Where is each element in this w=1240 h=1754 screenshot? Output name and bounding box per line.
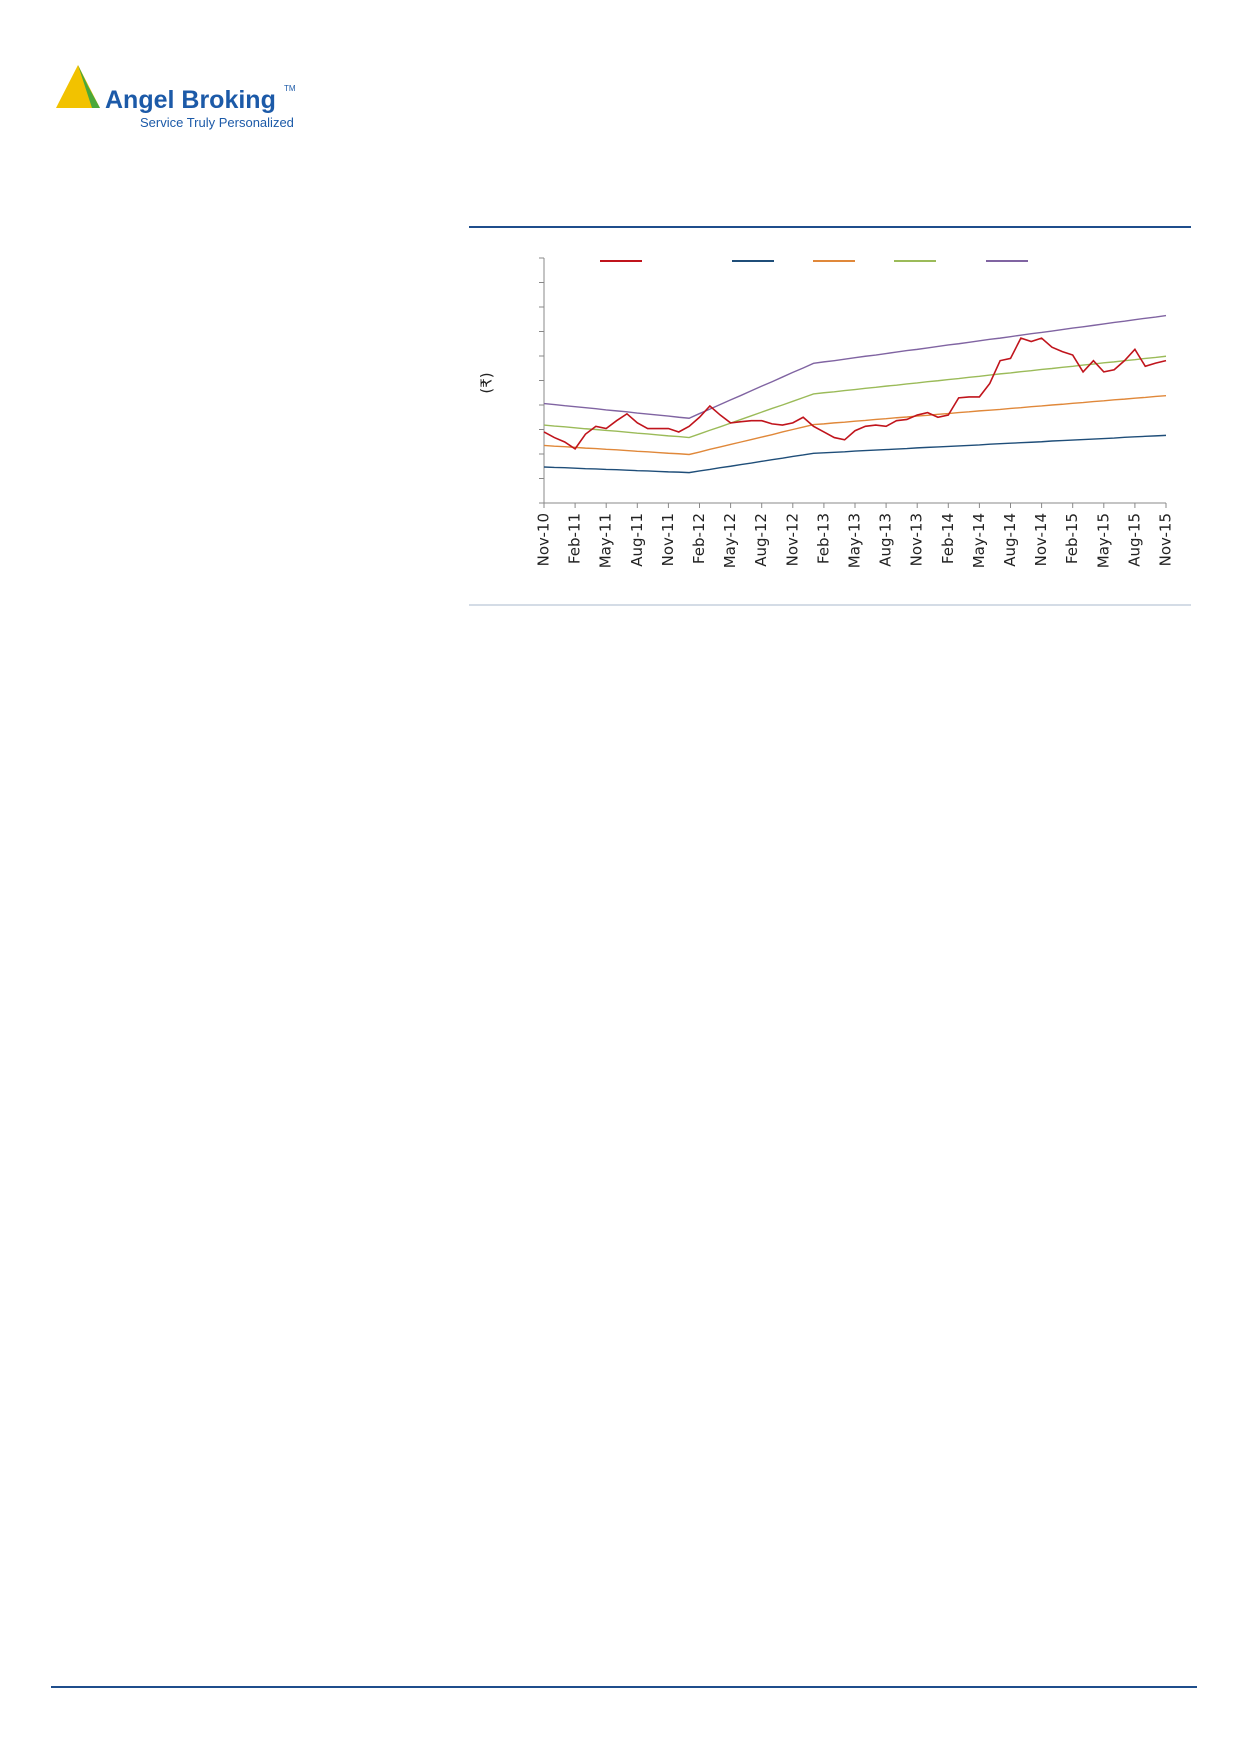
logo: Angel Broking TM Service Truly Personali… [56,65,296,130]
x-tick-label: Nov-12 [783,513,801,566]
x-tick-label: Nov-13 [908,513,926,566]
x-tick-label: Feb-11 [566,513,584,564]
series-line [543,314,1167,419]
x-tick-label: Aug-11 [628,513,646,567]
series-line [543,355,1167,439]
x-tick-label: May-15 [1094,513,1112,568]
trademark: TM [284,84,296,93]
x-tick-label: Aug-15 [1125,513,1143,567]
x-tick-label: Aug-14 [1001,513,1019,567]
x-tick-label: Nov-15 [1157,513,1175,566]
x-tick-label: Feb-14 [939,513,957,564]
x-tick-label: Nov-11 [659,513,677,566]
x-tick-label: Nov-14 [1032,513,1050,566]
x-tick-label: Feb-13 [814,513,832,564]
series-line [543,394,1167,456]
brand-name: Angel Broking [105,86,276,114]
x-tick-label: Nov-10 [535,513,553,566]
y-axis-label: (₹) [478,372,496,393]
series-line [543,434,1167,474]
x-tick-label: Feb-15 [1063,513,1081,564]
x-tick-label: Feb-12 [690,513,708,564]
x-tick-label: May-11 [597,513,615,568]
x-tick-label: Aug-12 [752,513,770,567]
chart: Nov-10 Feb-11 May-11 Aug-11 Nov-11 Feb-12 May-… [535,257,1175,568]
x-tick-label: Aug-13 [877,513,895,567]
series-line [543,337,1167,450]
x-tick-label: May-12 [721,513,739,568]
x-tick-label: May-14 [970,513,988,568]
tagline: Service Truly Personalized [140,115,294,130]
x-tick-label: May-13 [846,513,864,568]
